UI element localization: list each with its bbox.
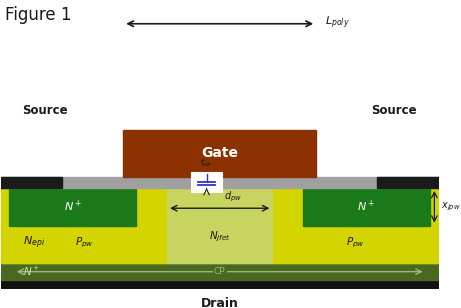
- Text: Source: Source: [371, 104, 417, 117]
- Bar: [167, 188, 272, 263]
- Bar: [1, 280, 439, 289]
- Text: $N_{epi}$: $N_{epi}$: [23, 235, 45, 251]
- Bar: [191, 172, 222, 192]
- Bar: [1, 188, 439, 263]
- Text: $L_{poly}$: $L_{poly}$: [325, 14, 349, 30]
- Text: $N^+$: $N^+$: [64, 199, 82, 214]
- Bar: [1, 188, 167, 263]
- Bar: [10, 188, 136, 225]
- Text: Gate: Gate: [201, 147, 238, 160]
- Bar: [303, 188, 430, 225]
- Text: Drain: Drain: [201, 297, 239, 308]
- Text: $N^+$: $N^+$: [357, 199, 376, 214]
- Bar: [272, 188, 439, 263]
- Bar: [378, 176, 439, 188]
- Bar: [124, 130, 316, 176]
- Text: $P_{pw}$: $P_{pw}$: [75, 236, 93, 250]
- Text: $x_{jpw}$: $x_{jpw}$: [441, 201, 461, 213]
- Text: $P_{pw}$: $P_{pw}$: [346, 236, 365, 250]
- Bar: [1, 263, 439, 280]
- Text: $d_{pw}$: $d_{pw}$: [224, 189, 242, 204]
- Text: $t_{ox}$: $t_{ox}$: [201, 157, 213, 169]
- Text: Figure 1: Figure 1: [5, 6, 71, 24]
- Text: Source: Source: [23, 104, 68, 117]
- Text: $N^+$: $N^+$: [23, 265, 40, 278]
- Text: CP: CP: [214, 267, 225, 276]
- Bar: [1, 176, 439, 188]
- Bar: [1, 176, 62, 188]
- Text: $N_{jfet}$: $N_{jfet}$: [209, 230, 230, 244]
